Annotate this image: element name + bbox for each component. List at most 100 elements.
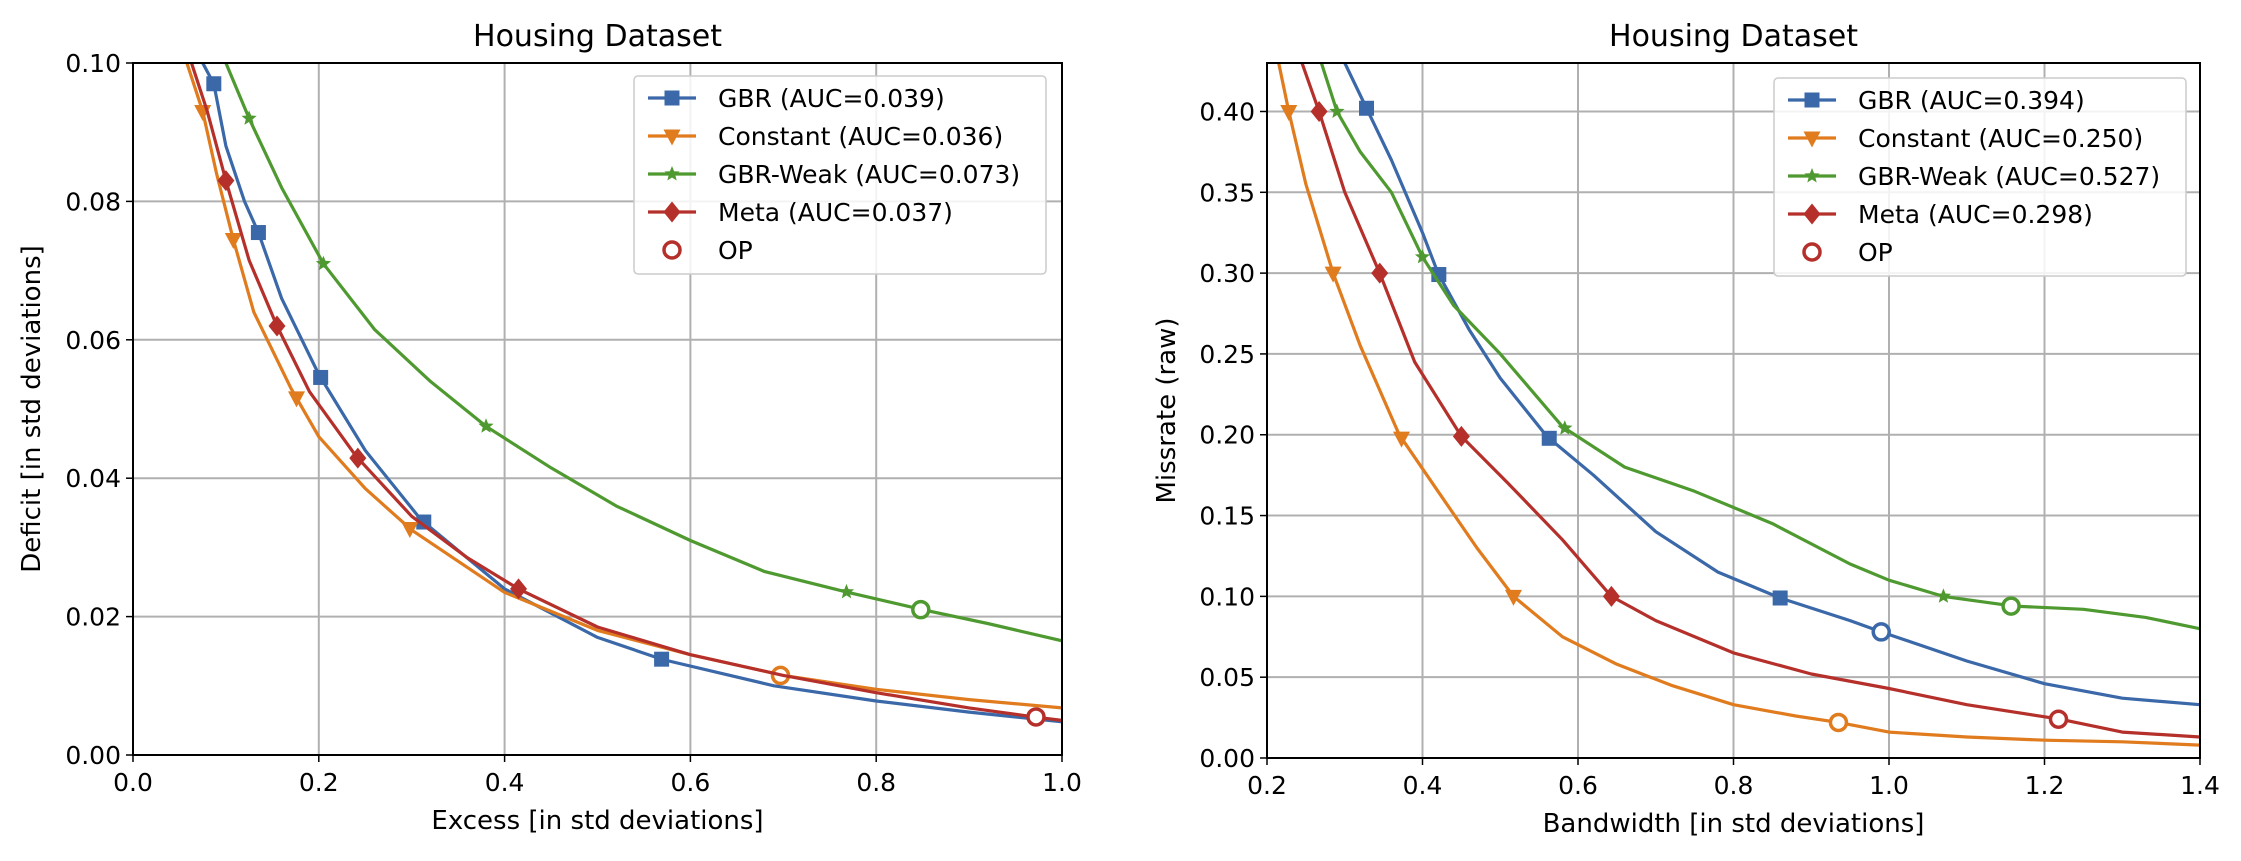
data-point xyxy=(315,255,332,271)
series-line xyxy=(1319,63,2200,631)
operating-point xyxy=(1026,707,1046,727)
plot-area xyxy=(1277,63,2200,747)
x-tick-label: 0.6 xyxy=(671,768,711,797)
y-tick-label: 0.04 xyxy=(65,464,121,493)
legend-box xyxy=(633,75,1047,275)
y-tick-label: 0.08 xyxy=(65,187,121,216)
data-point xyxy=(313,369,329,385)
chart-title: Housing Dataset xyxy=(1609,19,1858,54)
legend-marker xyxy=(663,129,681,146)
data-point xyxy=(654,651,670,667)
legend-label: OP xyxy=(718,236,753,265)
y-tick-label: 0.10 xyxy=(1199,582,1255,611)
data-point xyxy=(206,76,222,92)
legend-label: Meta (AUC=0.037) xyxy=(718,198,953,227)
data-point xyxy=(1324,266,1342,283)
data-point xyxy=(1541,430,1557,446)
y-tick-label: 0.25 xyxy=(1199,340,1255,369)
chart-missrate-vs-bandwidth: Housing Dataset Bandwidth [in std deviat… xyxy=(1152,19,2220,839)
data-point xyxy=(401,521,419,538)
y-tick-label: 0.00 xyxy=(1199,744,1255,773)
x-tick-label: 1.0 xyxy=(1869,771,1909,800)
series-3 xyxy=(1300,63,2200,739)
y-tick-label: 0.00 xyxy=(65,741,121,770)
operating-point xyxy=(1871,622,1891,642)
data-point xyxy=(416,514,432,530)
y-tick-label: 0.30 xyxy=(1199,259,1255,288)
x-tick-label: 0.4 xyxy=(485,768,525,797)
data-point xyxy=(268,315,286,337)
series-3 xyxy=(189,63,1062,727)
legend-box xyxy=(1773,77,2187,277)
ticks: 0.2 0.4 0.6 0.8 1.0 1.2 1.4 0.00 0.05 0.10 0.15 0.2… xyxy=(1199,97,2220,800)
series-2 xyxy=(1319,63,2200,631)
data-point xyxy=(1602,585,1620,607)
plot-area xyxy=(185,63,1062,727)
y-tick-label: 0.10 xyxy=(65,49,121,78)
legend-label: GBR (AUC=0.394) xyxy=(1858,86,2085,115)
chart-deficit-vs-excess: Housing Dataset Excess [in std deviation… xyxy=(17,19,1082,836)
x-axis-label: Bandwidth [in std deviations] xyxy=(1543,809,1925,839)
axes-frame xyxy=(1266,62,2201,759)
chart-title: Housing Dataset xyxy=(473,19,722,54)
data-point xyxy=(838,583,855,599)
series-0 xyxy=(1343,63,2200,707)
x-tick-label: 1.0 xyxy=(1042,768,1082,797)
data-point xyxy=(1310,100,1328,122)
legend-marker xyxy=(664,166,680,181)
axes-frame xyxy=(132,62,1063,756)
data-point xyxy=(1935,588,1951,603)
legend-marker xyxy=(1803,131,1821,148)
series-1 xyxy=(1277,63,2200,747)
x-tick-label: 1.2 xyxy=(2025,771,2065,800)
data-point xyxy=(1280,104,1298,121)
data-point xyxy=(510,578,528,600)
ticks: 0.0 0.2 0.4 0.6 0.8 1.0 0.00 0.02 0.04 0.06 0.08 0.… xyxy=(65,49,1082,797)
y-tick-label: 0.40 xyxy=(1199,97,1255,126)
data-point xyxy=(1557,420,1573,435)
series-line xyxy=(185,63,1062,710)
series-line xyxy=(201,63,1062,724)
legend-marker xyxy=(1802,242,1822,262)
data-point xyxy=(224,232,242,249)
legend-label: Constant (AUC=0.036) xyxy=(718,122,1003,151)
data-point xyxy=(1414,249,1431,264)
x-tick-label: 0.2 xyxy=(299,768,339,797)
legend: GBR (AUC=0.394) Constant (AUC=0.250) GBR-W… xyxy=(1773,77,2187,277)
y-axis-label: Deficit [in std deviations] xyxy=(17,245,47,573)
operating-point xyxy=(2001,596,2021,616)
series-line xyxy=(1277,63,2200,747)
x-tick-label: 0.0 xyxy=(113,768,153,797)
operating-point xyxy=(1828,712,1849,733)
legend-marker xyxy=(1803,203,1821,225)
series-line xyxy=(224,63,1062,643)
data-point xyxy=(1371,262,1389,284)
data-point xyxy=(349,447,367,469)
data-point xyxy=(1504,589,1522,606)
data-point xyxy=(1393,431,1411,448)
series-line xyxy=(1343,63,2200,707)
data-point xyxy=(1359,100,1375,116)
data-point xyxy=(1772,590,1788,606)
data-point xyxy=(217,170,235,192)
data-point xyxy=(478,418,494,433)
operating-point xyxy=(2048,709,2069,729)
legend-label: GBR-Weak (AUC=0.073) xyxy=(718,160,1020,189)
legend-label: Constant (AUC=0.250) xyxy=(1858,124,2143,153)
y-tick-label: 0.15 xyxy=(1199,502,1255,531)
data-point xyxy=(288,391,306,408)
y-tick-label: 0.20 xyxy=(1199,421,1255,450)
legend-marker xyxy=(1804,168,1820,183)
data-point xyxy=(250,225,266,241)
data-point xyxy=(1452,425,1470,447)
x-tick-label: 0.4 xyxy=(1403,771,1443,800)
legend: GBR (AUC=0.039) Constant (AUC=0.036) GBR-W… xyxy=(633,75,1047,275)
y-tick-label: 0.06 xyxy=(65,326,121,355)
x-tick-label: 0.8 xyxy=(856,768,896,797)
data-point xyxy=(241,110,257,125)
legend-marker xyxy=(662,240,682,260)
y-tick-label: 0.35 xyxy=(1199,178,1255,207)
data-point xyxy=(1329,103,1345,118)
x-tick-label: 0.2 xyxy=(1247,771,1287,800)
